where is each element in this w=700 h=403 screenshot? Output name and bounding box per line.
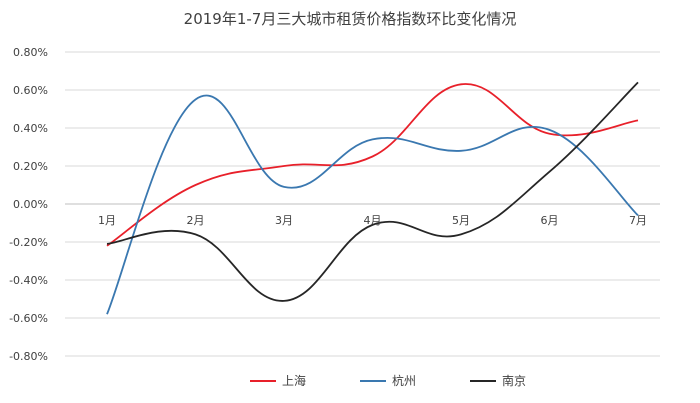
y-axis-ticks: 0.80% 0.60% 0.40% 0.20% 0.00% -0.20% -0.40% -0.… — [9, 46, 48, 363]
y-tick-label: 0.20% — [13, 160, 48, 173]
y-tick-label: -0.20% — [9, 236, 48, 249]
x-tick-label: 3月 — [275, 214, 293, 227]
legend-label: 上海 — [282, 373, 306, 388]
legend: 上海 杭州 南京 — [250, 373, 526, 388]
series-line-1 — [106, 83, 639, 247]
y-tick-label: -0.80% — [9, 350, 48, 363]
x-tick-label: 2月 — [187, 214, 205, 227]
gridlines — [65, 51, 660, 357]
y-tick-label: -0.40% — [9, 274, 48, 287]
x-tick-label: 1月 — [98, 214, 116, 227]
x-tick-label: 7月 — [629, 214, 647, 227]
legend-label: 杭州 — [392, 373, 416, 388]
x-tick-label: 6月 — [541, 214, 559, 227]
x-tick-label: 5月 — [452, 214, 470, 227]
series-lines — [106, 81, 639, 315]
x-tick-label: 4月 — [364, 214, 382, 227]
y-tick-label: -0.60% — [9, 312, 48, 325]
legend-label: 南京 — [502, 373, 526, 388]
y-tick-label: 0.60% — [13, 84, 48, 97]
chart-title: 2019年1-7月三大城市租赁价格指数环比变化情况 — [184, 10, 517, 28]
y-tick-label: 0.00% — [13, 198, 48, 211]
x-axis-ticks: 1月 2月 3月 4月 5月 6月 7月 — [98, 214, 647, 227]
series-line-3 — [106, 81, 639, 302]
y-tick-label: 0.80% — [13, 46, 48, 59]
series-line-2 — [106, 95, 639, 315]
y-tick-label: 0.40% — [13, 122, 48, 135]
